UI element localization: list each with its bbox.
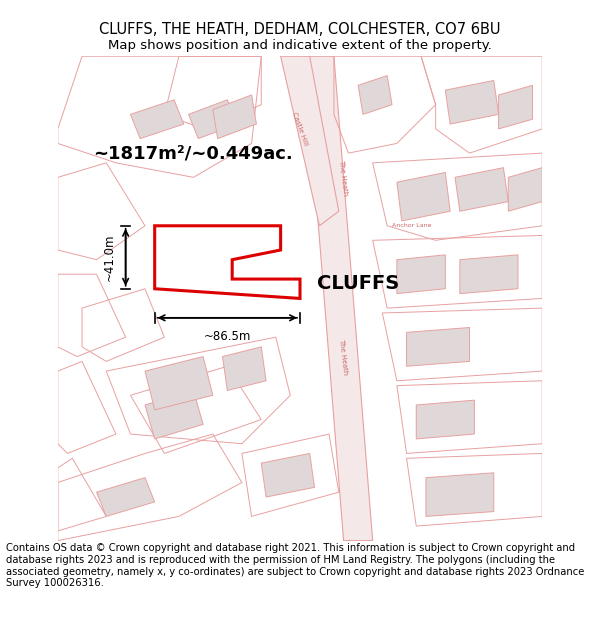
Text: Map shows position and indicative extent of the property.: Map shows position and indicative extent… [108,39,492,51]
Text: The Heath: The Heath [338,159,349,196]
Text: CLUFFS, THE HEATH, DEDHAM, COLCHESTER, CO7 6BU: CLUFFS, THE HEATH, DEDHAM, COLCHESTER, C… [99,22,501,38]
Polygon shape [305,56,373,541]
Polygon shape [358,76,392,114]
Polygon shape [213,95,256,139]
Polygon shape [508,168,542,211]
Text: ~86.5m: ~86.5m [203,330,251,343]
Polygon shape [281,56,339,226]
Polygon shape [397,255,445,294]
Text: CLUFFS: CLUFFS [317,274,399,293]
Text: ~1817m²/~0.449ac.: ~1817m²/~0.449ac. [94,144,293,162]
Polygon shape [499,85,533,129]
Text: Anchor Lane: Anchor Lane [392,223,431,228]
Polygon shape [460,255,518,294]
Polygon shape [455,168,508,211]
Polygon shape [416,400,475,439]
Polygon shape [97,478,155,516]
Polygon shape [130,100,184,139]
Polygon shape [397,173,450,221]
Polygon shape [223,347,266,391]
Text: ~41.0m: ~41.0m [103,234,116,281]
Text: Castle Hill: Castle Hill [291,111,309,146]
Polygon shape [188,100,237,139]
Polygon shape [261,454,314,497]
Polygon shape [145,356,213,410]
Text: Contains OS data © Crown copyright and database right 2021. This information is : Contains OS data © Crown copyright and d… [6,544,584,588]
Text: The Heath: The Heath [338,338,349,375]
Polygon shape [145,391,203,439]
Polygon shape [445,81,499,124]
Polygon shape [426,472,494,516]
Polygon shape [407,328,470,366]
